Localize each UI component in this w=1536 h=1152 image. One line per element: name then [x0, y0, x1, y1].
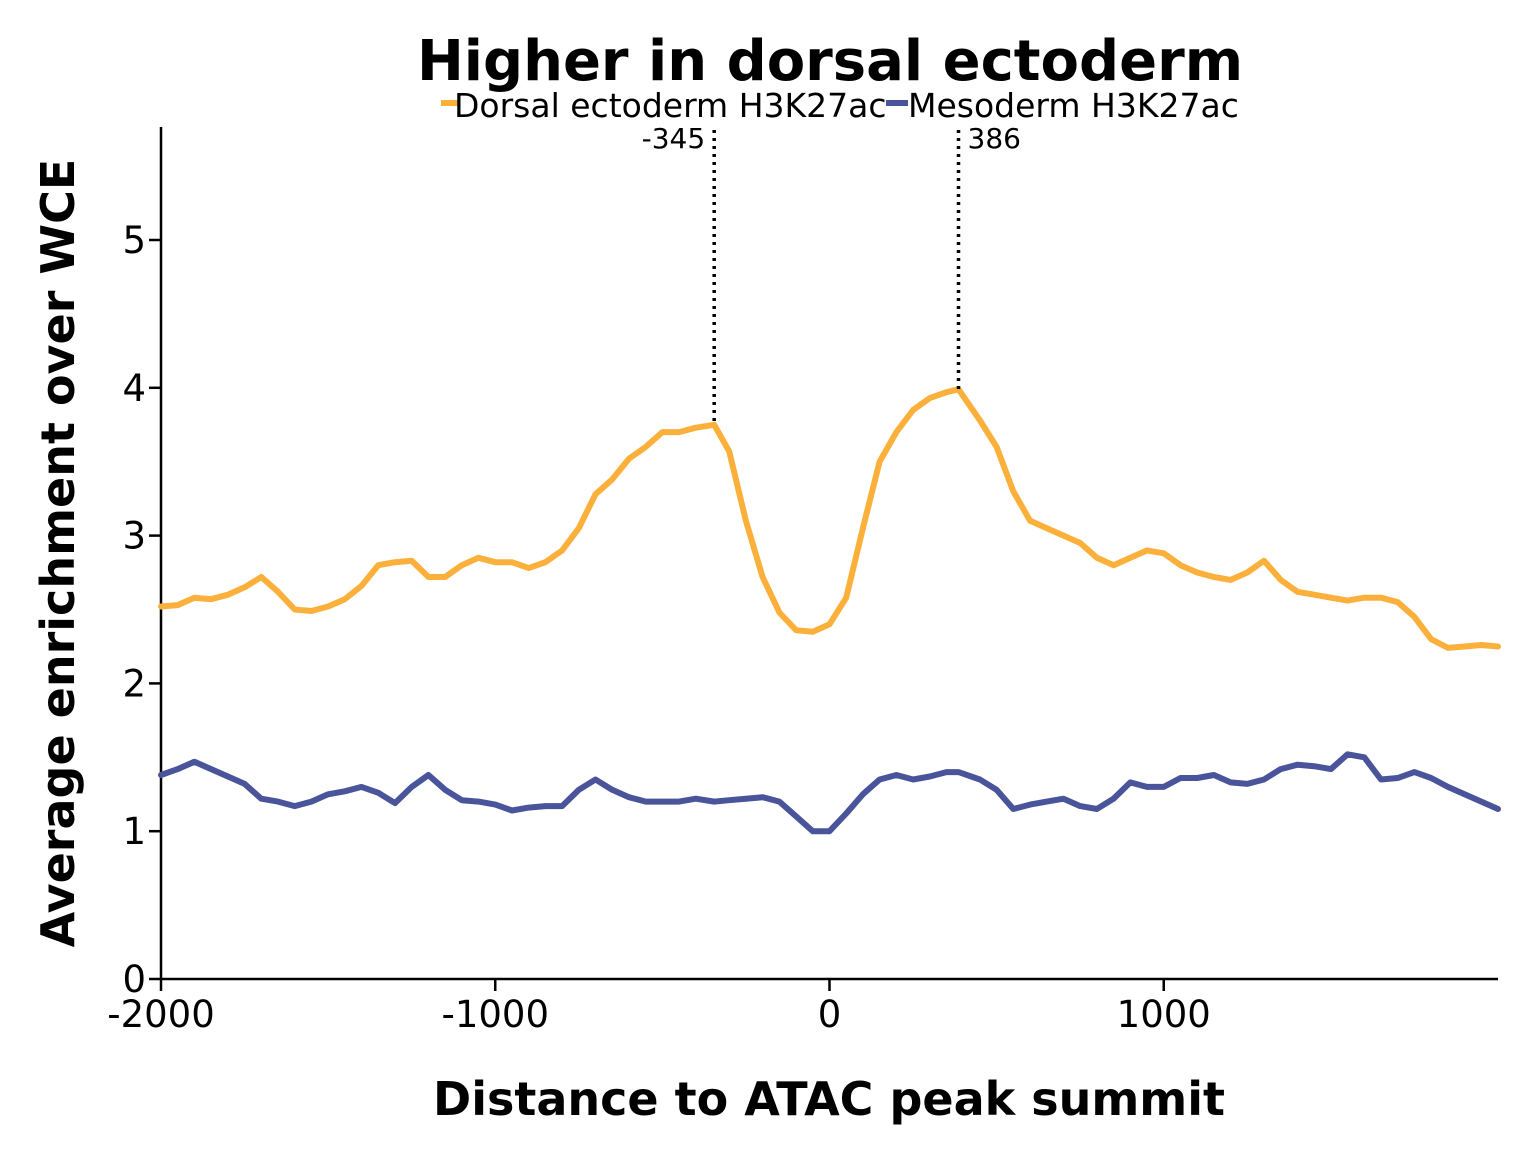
x-axis-title: Distance to ATAC peak summit [433, 1072, 1225, 1126]
y-tick-label: 0 [122, 958, 146, 1001]
annotation-group: -345 386 [642, 122, 1021, 425]
y-tick-label: 4 [122, 367, 146, 410]
legend: Dorsal ectoderm H3K27ac Mesoderm H3K27ac [441, 86, 1239, 125]
y-ticks: 0 1 2 3 4 5 [122, 219, 161, 1001]
y-tick-label: 1 [122, 810, 146, 853]
x-ticks: -2000 -1000 0 1000 [107, 979, 1211, 1036]
x-tick-label: 0 [818, 993, 842, 1036]
series-line-mesoderm [158, 751, 1501, 835]
series-group [158, 386, 1501, 835]
x-tick-label: 1000 [1117, 993, 1211, 1036]
x-tick-label: -2000 [107, 993, 215, 1036]
y-axis-title: Average enrichment over WCE [31, 159, 85, 948]
annotation-peak-label: 386 [968, 122, 1021, 155]
x-tick-label: -1000 [441, 993, 549, 1036]
chart-title: Higher in dorsal ectoderm [417, 29, 1243, 94]
y-tick-label: 5 [122, 219, 146, 262]
y-tick-label: 3 [122, 515, 146, 558]
annotation-peak-label: -345 [642, 122, 706, 155]
legend-label-mesoderm: Mesoderm H3K27ac [908, 86, 1239, 125]
series-line-dorsal-ectoderm [158, 386, 1501, 651]
axes: -2000 -1000 0 1000 0 1 2 3 4 5 [107, 127, 1498, 1036]
legend-label-dorsal-ectoderm: Dorsal ectoderm H3K27ac [454, 86, 887, 125]
y-tick-label: 2 [122, 662, 146, 705]
